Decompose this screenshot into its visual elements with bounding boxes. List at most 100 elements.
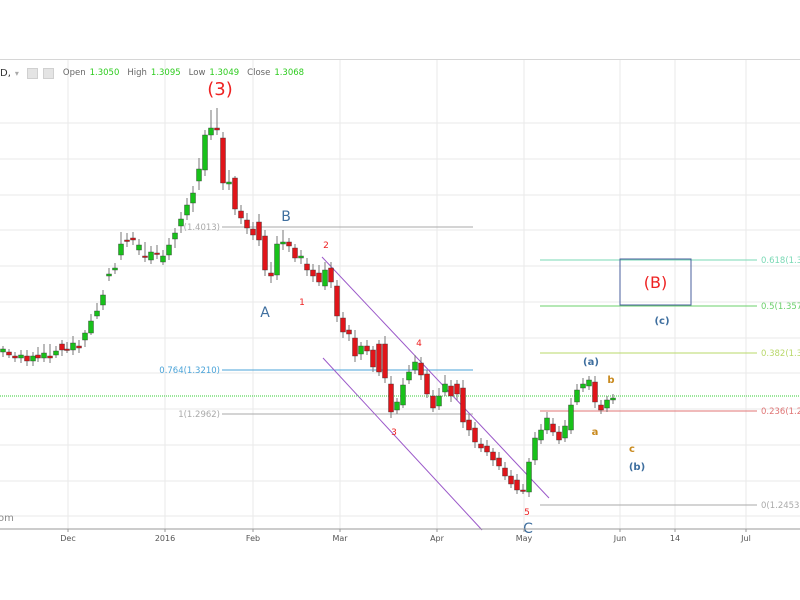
x-tick-label: Jun (613, 534, 627, 543)
candle-down (220, 137, 226, 184)
candle-down (6, 351, 12, 356)
fib-level-label: 0.5(1.357 (761, 302, 800, 312)
candle-down (418, 362, 424, 376)
candle-down (460, 387, 466, 423)
candle-down (35, 354, 41, 359)
trend-channel[interactable] (321, 256, 550, 531)
symbol-dropdown-icon[interactable]: ▾ (14, 68, 19, 78)
low-value: 1.3049 (209, 68, 240, 78)
candle-down (514, 479, 520, 491)
open-label: Open (62, 68, 86, 78)
candle-up (574, 389, 580, 403)
wave-label: A (260, 305, 270, 321)
candle-down (388, 383, 394, 413)
ohlc-legend: D, ▾ Open 1.3050 High 1.3095 Low 1.3049 … (0, 66, 304, 80)
candle-down (292, 247, 298, 259)
candle-up (136, 244, 142, 251)
candle-up (538, 429, 544, 441)
candlestick-series (0, 108, 616, 497)
candle-down (328, 267, 334, 283)
fibonacci-retracement[interactable]: 0.618(1.3 0.5(1.357 0.382(1.3 0.236(1.2 0(1.… (159, 223, 800, 511)
candle-down (592, 381, 598, 403)
candle-down (478, 443, 484, 449)
wave-label: (3) (207, 79, 233, 100)
fib-level-label: 0.764(1.3210) (159, 366, 220, 376)
symbol-label[interactable]: D, (0, 67, 11, 79)
channel-line[interactable] (322, 357, 483, 531)
candle-down (262, 235, 268, 271)
candle-down (310, 269, 316, 277)
candle-down (244, 219, 250, 229)
candle-down (376, 343, 382, 373)
candle-up (580, 383, 586, 389)
candle-up (178, 218, 184, 227)
candle-down (454, 383, 460, 395)
wave-label: a (592, 427, 599, 438)
candle-up (298, 255, 304, 259)
candle-down (214, 127, 220, 131)
target-box-b[interactable]: (B) (619, 258, 692, 306)
candle-up (106, 273, 112, 277)
candle-down (502, 467, 508, 477)
candle-down (250, 228, 256, 236)
low-label: Low (188, 68, 206, 78)
wave-label: 2 (323, 241, 329, 251)
high-label: High (127, 68, 147, 78)
candle-down (232, 177, 238, 210)
wave-label: 4 (416, 339, 422, 349)
candle-down (286, 241, 292, 247)
candle-up (100, 294, 106, 306)
candle-down (76, 345, 82, 349)
x-tick-label: Mar (332, 534, 348, 543)
candle-up (604, 399, 610, 409)
candle-up (610, 397, 616, 401)
candle-up (442, 383, 448, 393)
candle-up (400, 384, 406, 406)
x-tick-label: Dec (60, 534, 75, 543)
candle-up (436, 395, 442, 407)
fib-level-label: 0.618(1.3 (761, 256, 800, 266)
wave-label: 3 (391, 428, 397, 438)
candle-up (53, 350, 59, 356)
candle-down (508, 475, 514, 485)
candle-down (268, 272, 274, 277)
candle-up (166, 244, 172, 256)
candle-up (0, 348, 6, 353)
candle-up (568, 404, 574, 431)
candle-down (130, 237, 136, 241)
fib-level-label: 0(1.2453 (761, 501, 799, 511)
candle-down (352, 337, 358, 357)
candle-down (334, 285, 340, 317)
candle-down (12, 355, 18, 359)
target-box-rect[interactable] (619, 258, 692, 306)
watermark-text: om (0, 513, 14, 524)
x-tick-label: Jul (740, 534, 751, 543)
top-toolbar-area (0, 0, 800, 60)
wave-label: (c) (654, 316, 669, 327)
candle-up (41, 352, 47, 359)
candle-down (238, 210, 244, 219)
candle-up (190, 192, 196, 204)
eye-icon[interactable] (26, 67, 38, 79)
candle-up (412, 361, 418, 371)
candle-up (70, 342, 76, 351)
candle-up (562, 425, 568, 439)
candle-up (160, 255, 166, 263)
wave-label: (a) (583, 357, 599, 368)
candle-down (256, 221, 262, 241)
candle-up (18, 354, 24, 359)
candle-down (556, 431, 562, 441)
close-value: 1.3068 (274, 68, 305, 78)
candle-down (466, 419, 472, 431)
settings-icon[interactable] (42, 67, 54, 79)
candle-up (202, 134, 208, 171)
channel-line[interactable] (321, 256, 550, 499)
candle-down (424, 373, 430, 395)
candle-up (532, 437, 538, 461)
candle-down (47, 355, 53, 359)
chart-grid (0, 60, 800, 529)
candle-down (340, 317, 346, 333)
fib-level-label: (1.4013) (184, 223, 220, 233)
